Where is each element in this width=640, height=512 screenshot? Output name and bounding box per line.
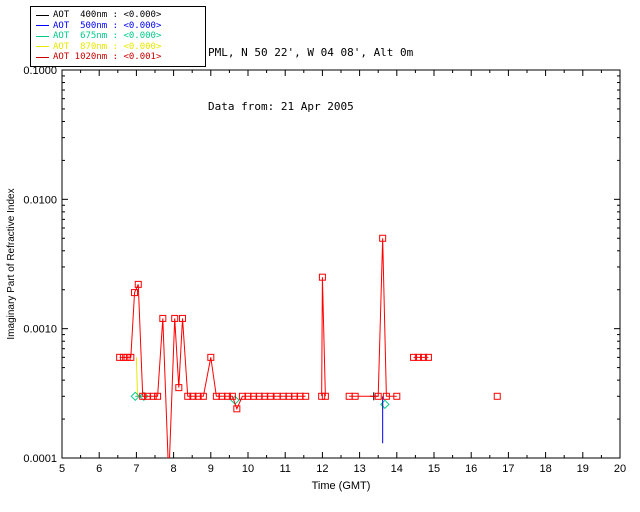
svg-text:6: 6 xyxy=(96,463,102,475)
svg-text:Imaginary Part of Refractive I: Imaginary Part of Refractive Index xyxy=(6,188,17,339)
svg-text:11: 11 xyxy=(279,463,290,475)
legend-line-sample xyxy=(36,56,49,58)
series-675nm xyxy=(130,391,390,410)
legend-item: AOT 1020nm : <0.001> xyxy=(36,52,205,63)
svg-text:0.0001: 0.0001 xyxy=(23,453,57,465)
legend-item: AOT 500nm : <0.000> xyxy=(36,21,205,32)
legend-line-sample xyxy=(36,35,49,37)
svg-text:18: 18 xyxy=(539,463,551,475)
data-date: Data from: 21 Apr 2005 xyxy=(208,100,354,113)
svg-text:17: 17 xyxy=(502,463,514,475)
legend-item: AOT 400nm : <0.000> xyxy=(36,10,205,21)
legend-box: AOT 400nm : <0.000> AOT 500nm : <0.000> AO… xyxy=(30,6,206,67)
legend-item: AOT 870nm : <0.000> xyxy=(36,42,205,53)
svg-text:12: 12 xyxy=(316,463,328,475)
svg-text:16: 16 xyxy=(465,463,477,475)
svg-text:15: 15 xyxy=(428,463,440,475)
svg-text:14: 14 xyxy=(391,463,403,475)
legend-item-label: AOT 1020nm : <0.001> xyxy=(53,52,162,63)
svg-text:0.0100: 0.0100 xyxy=(23,194,57,206)
legend-item-label: AOT 500nm : <0.000> xyxy=(53,20,162,31)
svg-text:0.1000: 0.1000 xyxy=(23,65,57,77)
series-870nm xyxy=(135,357,385,409)
legend-item-label: AOT 400nm : <0.000> xyxy=(53,10,162,21)
svg-text:19: 19 xyxy=(577,463,589,475)
series-layer xyxy=(116,234,501,458)
legend-line-sample xyxy=(36,25,49,27)
legend-line-sample xyxy=(36,14,49,16)
legend-item: AOT 675nm : <0.000> xyxy=(36,31,205,42)
station-title: PML, N 50 22', W 04 08', Alt 0m xyxy=(208,46,414,59)
svg-text:7: 7 xyxy=(133,463,139,475)
legend-line-sample xyxy=(36,46,49,48)
svg-text:10: 10 xyxy=(242,463,254,475)
svg-text:5: 5 xyxy=(59,463,65,475)
plot-header: PML, N 50 22', W 04 08', Alt 0m Data fro… xyxy=(208,8,413,152)
legend-item-label: AOT 870nm : <0.000> xyxy=(53,41,162,52)
legend-item-label: AOT 675nm : <0.000> xyxy=(53,31,162,42)
svg-text:0.0010: 0.0010 xyxy=(23,324,57,336)
svg-text:20: 20 xyxy=(614,463,626,475)
svg-text:Time (GMT): Time (GMT) xyxy=(312,480,371,492)
svg-text:13: 13 xyxy=(353,463,365,475)
series-1020nm xyxy=(116,234,501,458)
svg-text:8: 8 xyxy=(171,463,177,475)
svg-text:9: 9 xyxy=(208,463,214,475)
